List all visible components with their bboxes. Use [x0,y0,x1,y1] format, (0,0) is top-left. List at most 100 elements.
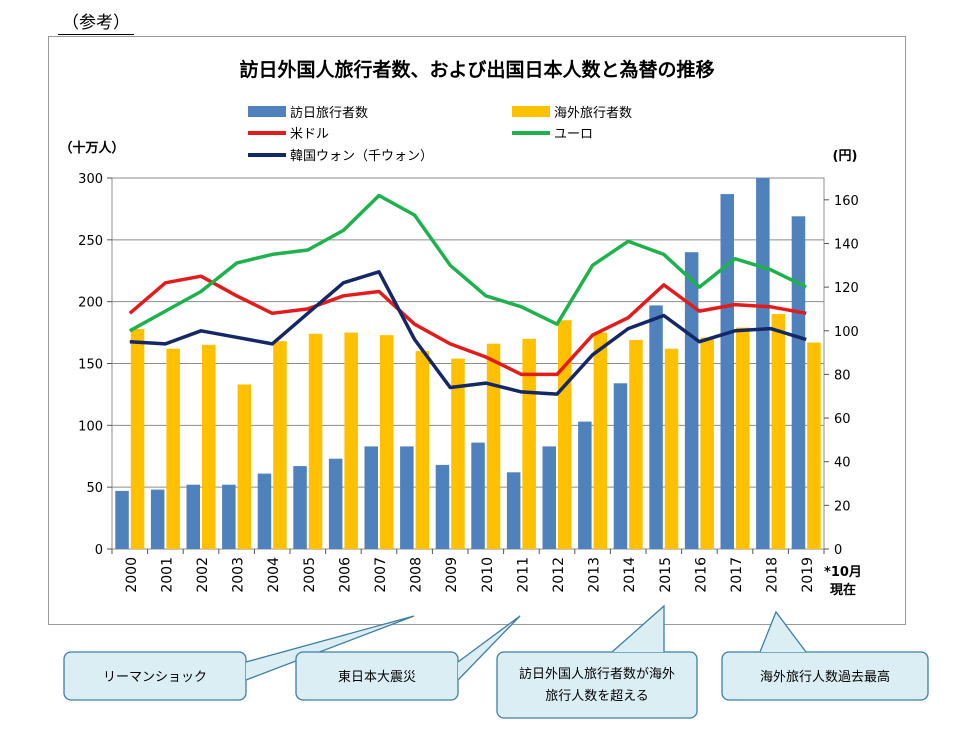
annotation-label: 訪日外国人旅行者数が海外 [519,666,675,682]
y-right-tick-label: 20 [834,499,851,514]
line-usd [128,274,807,377]
y-right-tick-label: 140 [834,237,859,252]
bar-outbound [486,343,501,549]
bar-outbound [202,344,216,549]
y-right-tick-label: 40 [834,456,851,471]
chart-title: 訪日外国人旅行者数、および出国日本人数と為替の推移 [239,58,714,81]
callout-box [496,651,698,719]
bar-inbound [649,305,663,549]
x-tick-label: 2013 [587,557,603,593]
legend-label: 韓国ウォン（千ウォン） [290,149,433,164]
bar-outbound [451,358,465,549]
callout-pointer-outline [759,610,807,653]
bar-outbound [273,341,287,549]
y-right-tick-label: 120 [834,281,859,296]
callout-box [721,651,929,701]
x-tick-label: 2002 [195,557,211,593]
callout-pointer [760,612,806,652]
bar-outbound [771,314,786,549]
y-left-tick-label: 100 [78,419,103,434]
bar-inbound [720,194,734,549]
y-left-tick-label: 300 [78,172,103,187]
bar-inbound [400,446,414,549]
bar-inbound [328,458,343,549]
bar-inbound [613,383,628,549]
y-right-tick-label: 60 [834,412,851,427]
x-tick-label: 2016 [693,557,709,593]
bar-outbound [629,340,643,549]
x-tick-label: 2017 [729,557,745,593]
bar-inbound [115,490,129,549]
bar-inbound [542,446,556,549]
bar-outbound [736,327,750,549]
bar-outbound [593,332,608,549]
bar-inbound [293,466,307,549]
y-right-tick-label: 0 [834,543,842,558]
bar-outbound [522,338,536,549]
bar-outbound [558,320,572,549]
x-tick-label: 2001 [159,557,175,593]
legend-label: 海外旅行者数 [554,106,632,121]
line-eur [128,193,807,333]
bar-outbound [344,332,358,549]
legend-swatch [248,106,286,117]
bar-outbound [807,342,821,549]
x-tick-label: 2009 [444,557,460,593]
reference-label: （参考） [58,8,134,35]
x-tick-label: 2019 [800,557,816,593]
bars [115,178,821,550]
y-left-tick-label: 150 [78,358,103,373]
x-tick-label: 2005 [302,557,318,593]
bar-outbound [308,333,323,549]
bar-inbound [257,473,272,549]
bar-outbound [664,348,679,549]
x-tick-label: 2007 [373,557,389,593]
x-tick-label: 2003 [231,557,247,593]
bar-inbound [506,472,521,549]
bar-outbound [415,351,430,549]
x-tick-label: 2015 [658,557,674,593]
annotation-label: 海外旅行人数過去最高 [760,669,890,685]
x-tick-label: 2011 [515,557,531,593]
left-axis-unit: （十万人） [59,140,124,156]
bar-inbound [150,489,165,549]
x-tick-label: 2014 [622,557,638,593]
x-tick-label: 2004 [266,557,282,593]
lines [128,193,807,396]
x-tick-label: 2010 [480,557,496,593]
x-tick-label: 2008 [409,557,425,593]
x-note-label: 現在 [830,582,856,598]
y-right-tick-label: 160 [834,194,859,209]
bar-inbound [756,178,770,549]
y-right-tick-label: 100 [834,325,859,340]
y-left-tick-label: 200 [78,296,103,311]
callout-pointer-outline [611,604,665,653]
bar-inbound [222,484,236,549]
legend-label: 訪日旅行者数 [290,105,368,121]
legend-label: ユーロ [554,127,593,142]
x-note-label: *10月 [824,565,862,580]
bar-inbound [186,484,200,549]
x-tick-label: 2012 [551,557,567,593]
bar-outbound [380,335,394,549]
legend-label: 米ドル [290,127,329,142]
bar-inbound [684,252,699,549]
bar-outbound [130,328,145,549]
y-right-tick-label: 80 [834,368,851,383]
line-krw [129,270,807,396]
legend-swatch [512,106,550,117]
x-tick-label: 2000 [124,557,140,593]
y-left-tick-label: 50 [86,481,103,496]
bar-inbound [364,446,378,549]
y-left-tick-label: 250 [78,234,103,249]
right-axis-unit: (円) [833,149,858,164]
axes: 0 50 100 150 200 250 300 0 20 40 60 80 100 120 140 160 2… [78,172,862,598]
annotation-label: リーマンショック [103,670,207,685]
bar-outbound [237,384,252,549]
annotation-label: 東日本大震災 [338,669,416,685]
bar-outbound [700,337,714,549]
bar-inbound [578,421,592,549]
